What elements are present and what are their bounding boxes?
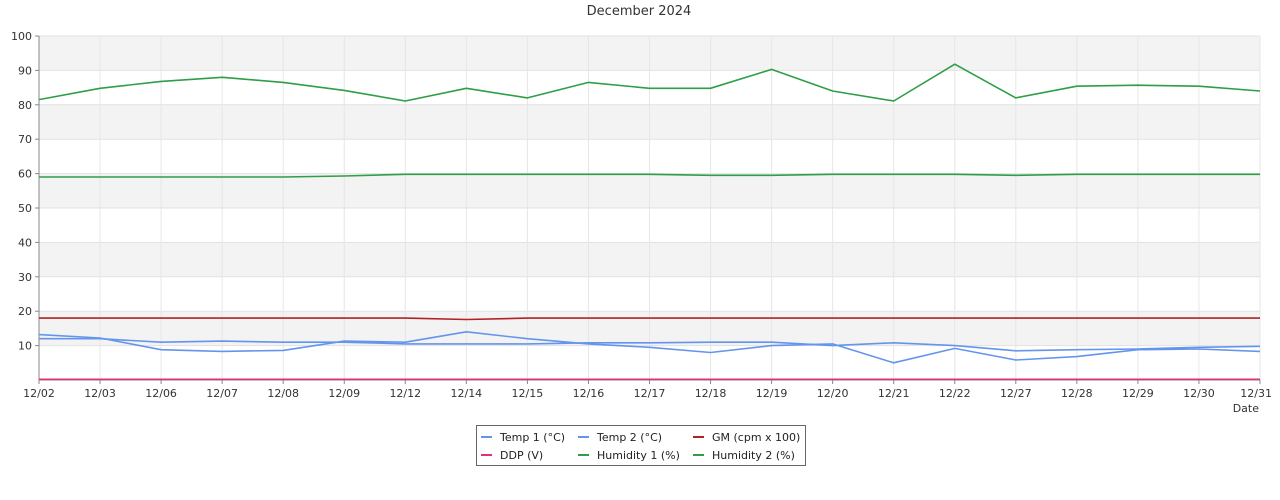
x-tick-label: 12/21 bbox=[878, 387, 910, 400]
legend-label: GM (cpm x 100) bbox=[712, 431, 800, 444]
legend-item[interactable]: Humidity 2 (%) bbox=[693, 449, 795, 462]
x-axis-label: Date bbox=[1233, 402, 1260, 415]
x-tick-label: 12/07 bbox=[206, 387, 238, 400]
x-tick-label: 12/31 bbox=[1240, 387, 1272, 400]
x-tick-label: 12/15 bbox=[512, 387, 544, 400]
y-tick-labels: 10 20 30 40 50 60 70 80 90 100 bbox=[11, 30, 39, 353]
x-tick-label: 12/03 bbox=[84, 387, 116, 400]
legend-item[interactable]: Temp 1 (°C) bbox=[481, 431, 565, 444]
series-line-3 bbox=[39, 317, 1260, 321]
x-tick-label: 12/19 bbox=[756, 387, 788, 400]
y-tick-label: 30 bbox=[18, 271, 32, 284]
x-tick-labels: 12/02 12/03 12/06 12/07 12/08 12/09 12/12 12/14… bbox=[23, 380, 1272, 400]
x-tick-label: 12/16 bbox=[573, 387, 605, 400]
legend-label: DDP (V) bbox=[500, 449, 543, 462]
series-lines bbox=[38, 63, 1261, 381]
x-tick-label: 12/09 bbox=[328, 387, 360, 400]
legend-label: Temp 1 (°C) bbox=[499, 431, 565, 444]
y-tick-label: 20 bbox=[18, 305, 32, 318]
x-tick-label: 12/29 bbox=[1122, 387, 1154, 400]
x-tick-label: 12/12 bbox=[389, 387, 421, 400]
legend-box bbox=[476, 425, 806, 466]
y-tick-label: 80 bbox=[18, 99, 32, 112]
legend-label: Humidity 1 (%) bbox=[597, 449, 680, 462]
x-tick-label: 12/22 bbox=[939, 387, 971, 400]
legend-item[interactable]: Temp 2 (°C) bbox=[578, 431, 662, 444]
x-tick-label: 12/28 bbox=[1061, 387, 1093, 400]
x-tick-label: 12/08 bbox=[267, 387, 299, 400]
series-line-6 bbox=[39, 173, 1260, 178]
x-tick-label: 12/27 bbox=[1000, 387, 1032, 400]
x-tick-label: 12/30 bbox=[1183, 387, 1215, 400]
y-tick-label: 90 bbox=[18, 64, 32, 77]
y-tick-label: 70 bbox=[18, 133, 32, 146]
x-tick-label: 12/18 bbox=[695, 387, 727, 400]
y-tick-label: 50 bbox=[18, 202, 32, 215]
x-tick-label: 12/14 bbox=[450, 387, 482, 400]
legend-item[interactable]: GM (cpm x 100) bbox=[693, 431, 800, 444]
legend-item[interactable]: Humidity 1 (%) bbox=[578, 449, 680, 462]
series-line-5 bbox=[38, 63, 1261, 102]
x-tick-label: 12/06 bbox=[145, 387, 177, 400]
y-tick-label: 60 bbox=[18, 168, 32, 181]
x-tick-label: 12/20 bbox=[817, 387, 849, 400]
legend[interactable]: Temp 1 (°C) Temp 2 (°C) GM (cpm x 100) DDP … bbox=[476, 425, 806, 466]
y-tick-label: 10 bbox=[18, 340, 32, 353]
y-tick-label: 100 bbox=[11, 30, 32, 43]
legend-item[interactable]: DDP (V) bbox=[481, 449, 543, 462]
chart-title: December 2024 bbox=[587, 4, 692, 19]
series-line-2 bbox=[38, 330, 1261, 364]
x-tick-label: 12/02 bbox=[23, 387, 55, 400]
y-tick-label: 40 bbox=[18, 236, 32, 249]
legend-label: Humidity 2 (%) bbox=[712, 449, 795, 462]
series-line-1 bbox=[39, 337, 1261, 352]
legend-label: Temp 2 (°C) bbox=[596, 431, 662, 444]
grid-lines bbox=[38, 35, 1261, 380]
x-tick-label: 12/17 bbox=[634, 387, 666, 400]
